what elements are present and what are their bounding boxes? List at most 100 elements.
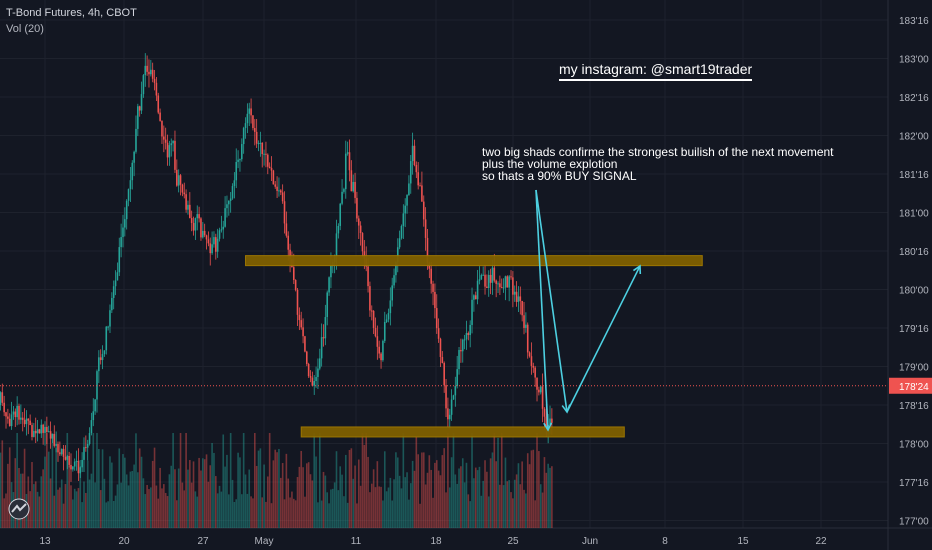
candle-body: [75, 460, 78, 462]
volume-bar: [309, 474, 312, 528]
volume-legend: Vol (20): [6, 23, 44, 35]
candle-body: [226, 204, 228, 209]
candle-body: [203, 230, 206, 236]
volume-bar: [376, 461, 379, 528]
candle-body: [88, 433, 91, 444]
volume-bar: [246, 493, 249, 528]
candle-body: [467, 333, 470, 335]
candle-body: [474, 295, 477, 300]
candle-body: [328, 277, 330, 293]
candle-body: [473, 295, 475, 300]
candle-body: [352, 181, 355, 192]
volume-bar: [192, 461, 195, 528]
candle-body: [166, 142, 169, 158]
volume-bar: [387, 487, 390, 528]
candle-body: [348, 152, 351, 171]
volume-bar: [0, 452, 2, 528]
volume-bar: [454, 474, 457, 528]
candle-body: [376, 336, 379, 347]
candle-body: [144, 65, 147, 76]
candle-body: [5, 412, 7, 417]
candle-body: [478, 279, 481, 281]
chart-title: T-Bond Futures, 4h, CBOT: [6, 7, 137, 19]
candle-body: [296, 289, 299, 315]
candle-body: [350, 170, 353, 192]
volume-bar: [352, 478, 355, 528]
candle-body: [33, 430, 35, 437]
candle-body: [378, 346, 380, 354]
note-line: plus the volume explotion: [482, 157, 618, 171]
volume-bar: [239, 457, 241, 528]
annotation-arrow: [535, 189, 549, 431]
time-tick-label: Jun: [582, 536, 598, 547]
tradingview-logo-icon[interactable]: [8, 498, 30, 520]
volume-bar: [57, 489, 59, 528]
time-tick-label: 22: [815, 536, 827, 547]
volume-bar: [491, 452, 494, 528]
volume-bar: [68, 465, 70, 528]
volume-bar: [380, 486, 382, 528]
volume-bar: [474, 467, 477, 528]
candle-body: [393, 275, 395, 286]
volume-bar: [313, 433, 316, 528]
candle-body: [92, 411, 95, 421]
volume-bar: [233, 501, 236, 528]
volume-bar: [532, 449, 535, 528]
candle-body: [439, 338, 442, 357]
candle-body: [372, 310, 375, 328]
volume-bar: [124, 457, 126, 528]
volume-bar: [441, 455, 444, 528]
candle-body: [305, 351, 308, 364]
candle-body: [497, 283, 499, 285]
volume-bar: [413, 470, 416, 528]
volume-bar: [7, 463, 9, 528]
volume-bar: [471, 433, 473, 528]
candle-body: [142, 75, 145, 95]
volume-bar: [469, 501, 471, 528]
candle-body: [157, 95, 160, 113]
candle-body: [346, 152, 349, 154]
volume-bar: [489, 458, 492, 528]
candle-body: [272, 170, 275, 185]
candle-body: [29, 420, 31, 426]
volume-bar: [96, 433, 98, 528]
volume-bar: [331, 488, 334, 528]
candle-body: [434, 291, 436, 309]
candle-body: [44, 426, 46, 433]
candle-body: [551, 418, 553, 423]
candle-body: [324, 317, 327, 339]
volume-bar: [346, 502, 349, 528]
volume-bar: [279, 477, 282, 528]
candle-body: [270, 167, 273, 171]
price-zone: [245, 255, 703, 267]
price-tick-label: 177'16: [899, 478, 929, 489]
volume-bar: [60, 479, 63, 528]
volume-bar: [40, 476, 43, 528]
volume-bar: [534, 500, 536, 528]
volume-bar: [157, 498, 160, 528]
candle-body: [469, 324, 471, 335]
volume-bar: [98, 449, 100, 528]
volume-bar: [111, 462, 113, 528]
volume-bar: [404, 477, 406, 528]
volume-bar: [467, 494, 470, 528]
volume-bar: [159, 467, 161, 528]
volume-bar: [23, 448, 26, 528]
volume-bar: [263, 464, 265, 528]
candle-body: [387, 313, 390, 320]
volume-bar: [406, 472, 408, 528]
volume-bar: [536, 433, 538, 528]
volume-bar: [495, 461, 497, 528]
candle-body: [137, 106, 139, 129]
volume-bar: [101, 449, 104, 528]
candle-body: [159, 112, 161, 121]
candle-body: [77, 460, 80, 474]
candle-body: [398, 238, 401, 248]
volume-bar: [125, 474, 128, 528]
volume-bar: [409, 483, 412, 528]
volume-bar: [359, 485, 362, 528]
candle-body: [14, 411, 17, 418]
volume-bar: [274, 449, 277, 528]
volume-bar: [439, 475, 442, 528]
